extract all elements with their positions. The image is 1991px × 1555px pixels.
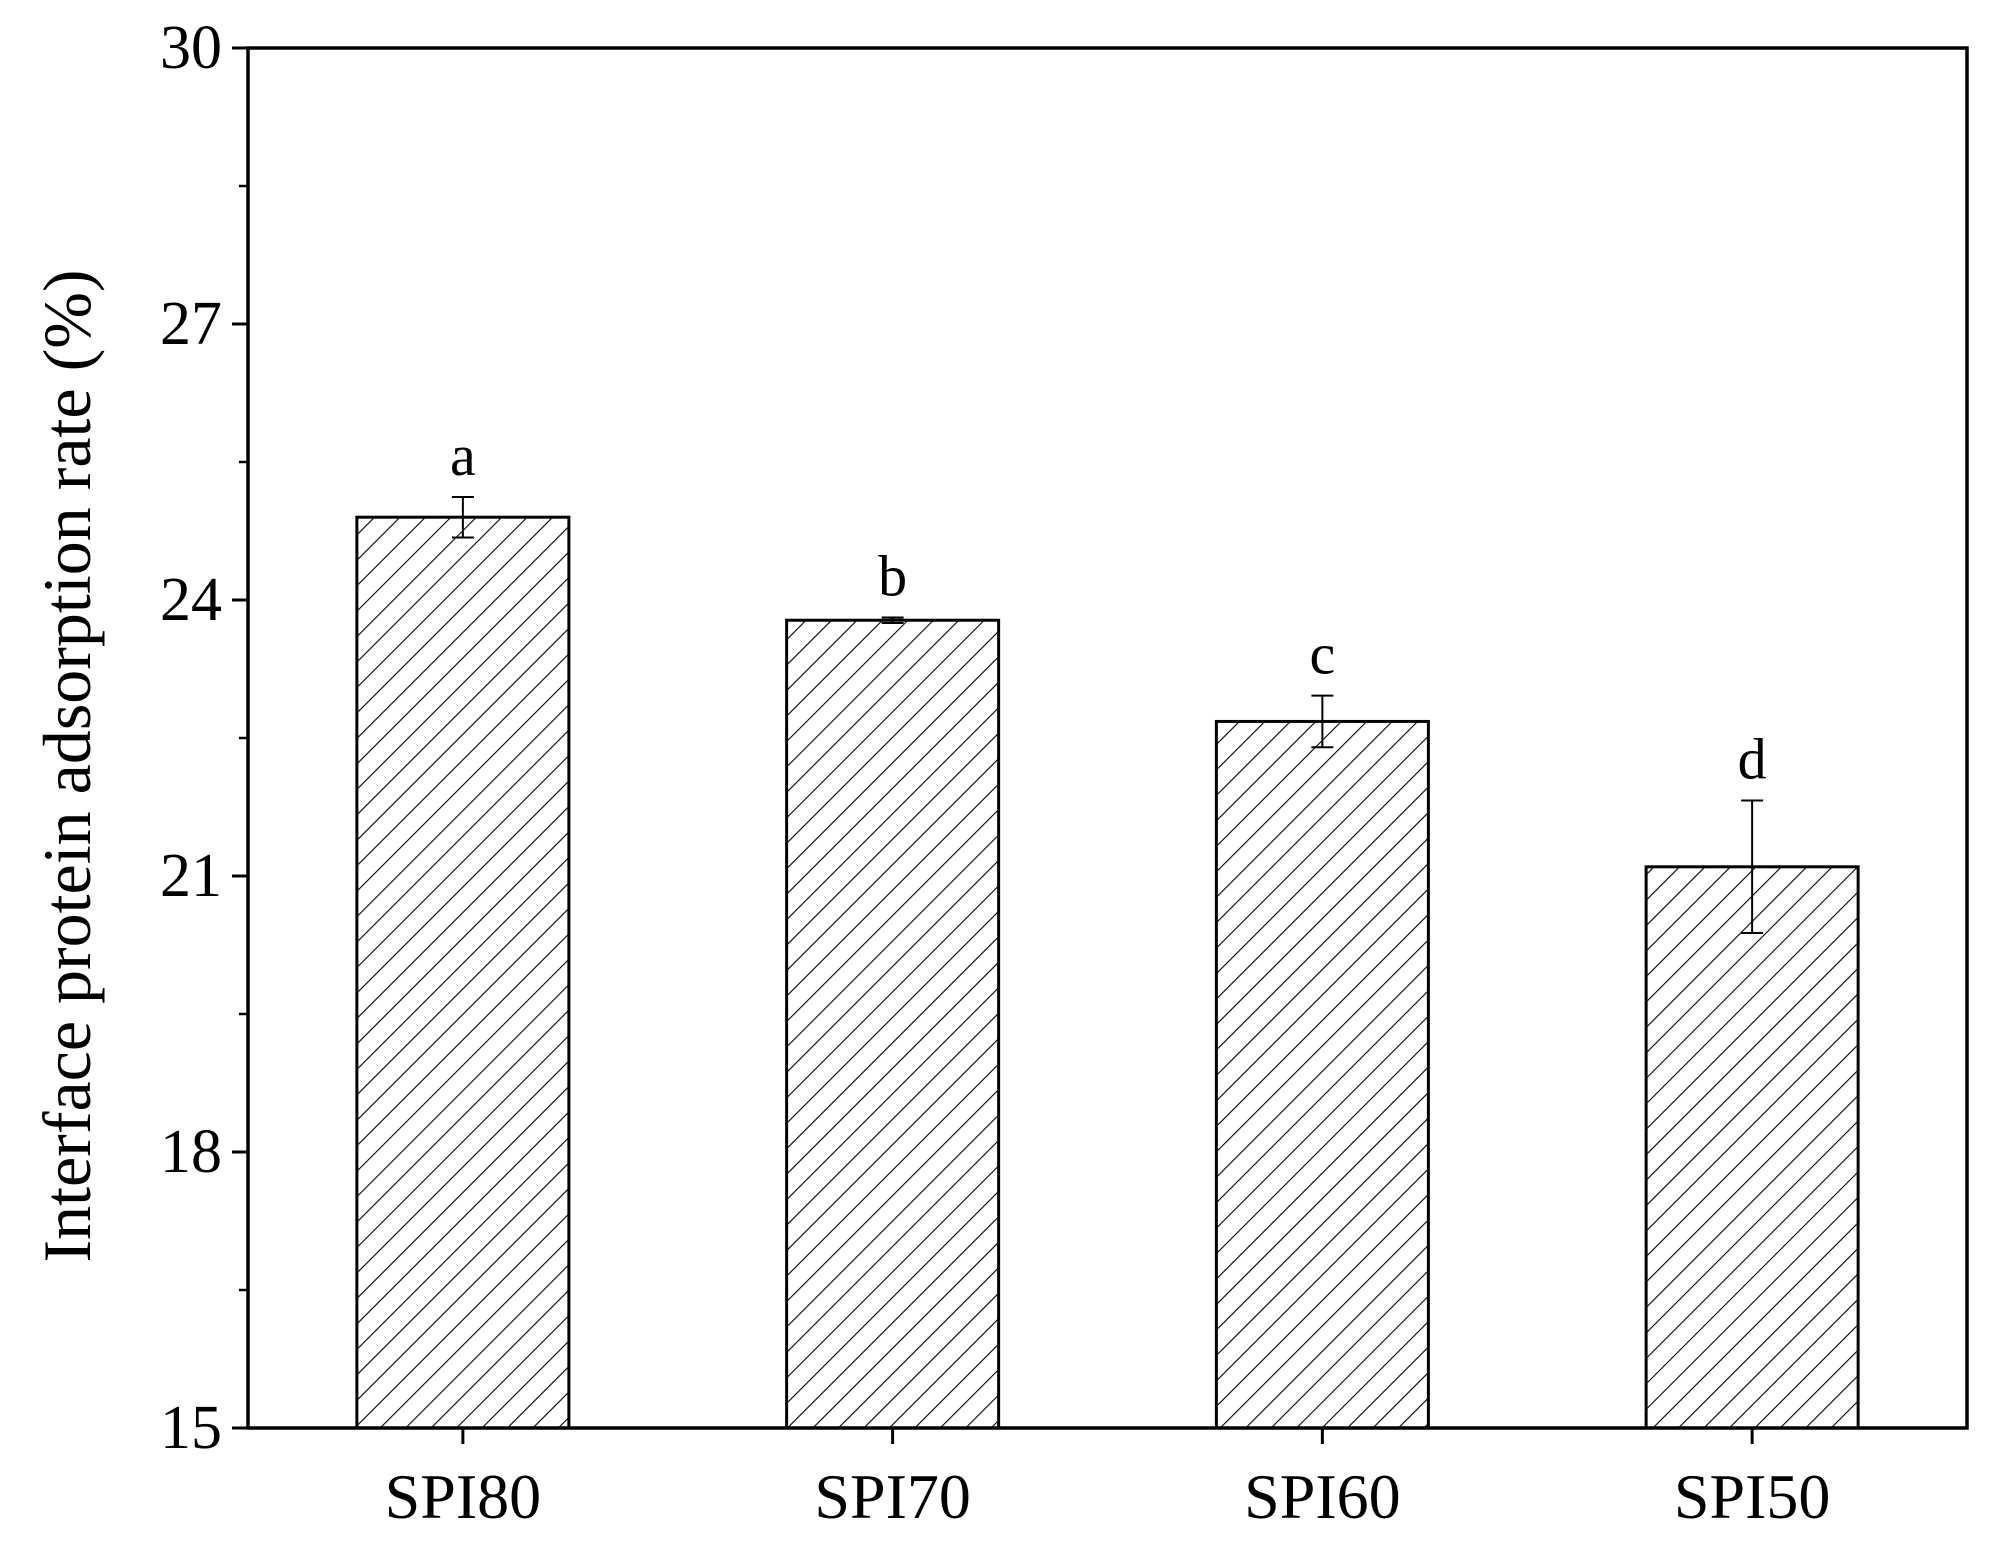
x-tick-label-spi50: SPI50 xyxy=(1674,1461,1831,1532)
significance-label-spi70: b xyxy=(878,543,907,608)
x-tick-label-spi70: SPI70 xyxy=(814,1461,971,1532)
y-tick-label-30: 30 xyxy=(160,14,222,82)
y-tick-label-18: 18 xyxy=(160,1118,222,1186)
y-tick-label-24: 24 xyxy=(160,566,222,634)
significance-label-spi60: c xyxy=(1310,622,1336,687)
significance-label-spi50: d xyxy=(1738,727,1767,792)
significance-label-spi80: a xyxy=(450,423,476,488)
y-axis-label: Interface protein adsorption rate (%) xyxy=(29,269,105,1262)
bar-spi50 xyxy=(1644,865,1860,1430)
bar-spi60 xyxy=(1214,719,1430,1430)
y-tick-label-15: 15 xyxy=(160,1394,222,1462)
y-tick-label-21: 21 xyxy=(160,842,222,910)
x-tick-label-spi80: SPI80 xyxy=(385,1461,542,1532)
plot-frame xyxy=(246,46,1969,1430)
x-tick-label-spi60: SPI60 xyxy=(1244,1461,1401,1532)
bar-spi70 xyxy=(785,618,1001,1430)
bar-spi80 xyxy=(355,515,571,1430)
y-tick-label-27: 27 xyxy=(160,290,222,358)
